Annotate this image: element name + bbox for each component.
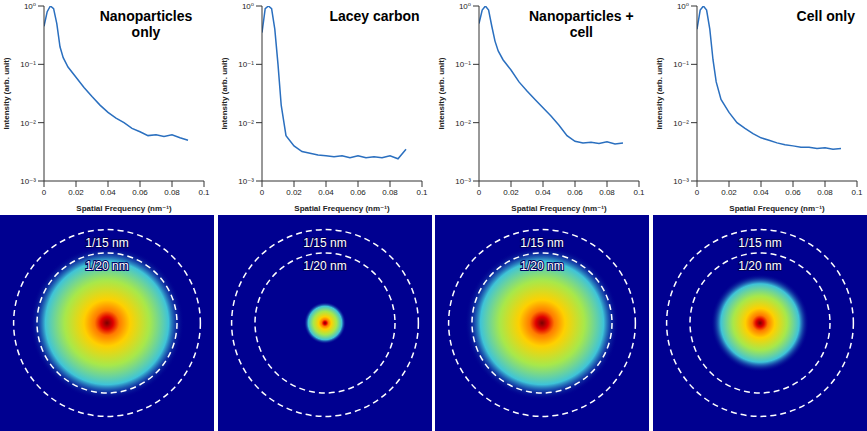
svg-text:Intensity (arb. unit): Intensity (arb. unit): [219, 57, 228, 129]
svg-text:10⁻¹: 10⁻¹: [673, 60, 689, 69]
svg-text:1/15 nm: 1/15 nm: [303, 236, 346, 250]
svg-text:0: 0: [259, 188, 264, 197]
svg-text:0.08: 0.08: [600, 188, 616, 197]
svg-text:1/15 nm: 1/15 nm: [521, 236, 564, 250]
svg-text:0: 0: [42, 188, 47, 197]
svg-text:0.06: 0.06: [132, 188, 148, 197]
svg-text:10⁰: 10⁰: [24, 2, 36, 11]
svg-text:0.02: 0.02: [504, 188, 520, 197]
svg-text:0.1: 0.1: [851, 188, 863, 197]
svg-text:10⁰: 10⁰: [677, 2, 689, 11]
svg-text:10⁰: 10⁰: [242, 2, 254, 11]
html-text:Nanoparticles only: Nanoparticles only: [99, 8, 193, 40]
svg-text:0.08: 0.08: [817, 188, 833, 197]
svg-text:10⁻¹: 10⁻¹: [238, 60, 254, 69]
html-text:Nanoparticles + cell: Nanoparticles + cell: [529, 8, 634, 40]
svg-text:0.04: 0.04: [318, 188, 334, 197]
svg-text:10⁻³: 10⁻³: [238, 177, 254, 186]
svg-text:1/20 nm: 1/20 nm: [521, 259, 564, 273]
html-text:Lacey carbon: Lacey carbon: [329, 8, 420, 24]
svg-text:0.04: 0.04: [753, 188, 769, 197]
svg-text:1/20 nm: 1/20 nm: [85, 259, 128, 273]
svg-text:0.08: 0.08: [382, 188, 398, 197]
svg-text:0.04: 0.04: [100, 188, 116, 197]
svg-text:10⁰: 10⁰: [459, 2, 471, 11]
svg-text:1/20 nm: 1/20 nm: [738, 259, 781, 273]
html-text:Cell only: Cell only: [796, 8, 855, 24]
svg-text:0.06: 0.06: [568, 188, 584, 197]
svg-text:10⁻²: 10⁻²: [20, 119, 36, 128]
svg-text:0.02: 0.02: [721, 188, 737, 197]
svg-text:10⁻²: 10⁻²: [673, 119, 689, 128]
svg-text:0.04: 0.04: [536, 188, 552, 197]
svg-text:10⁻¹: 10⁻¹: [456, 60, 472, 69]
svg-text:1/15 nm: 1/15 nm: [738, 236, 781, 250]
svg-text:Spatial Frequency (nm⁻¹): Spatial Frequency (nm⁻¹): [512, 204, 608, 213]
svg-text:0.1: 0.1: [416, 188, 428, 197]
svg-text:10⁻¹: 10⁻¹: [20, 60, 36, 69]
svg-text:0.06: 0.06: [350, 188, 366, 197]
svg-text:10⁻²: 10⁻²: [238, 119, 254, 128]
svg-text:0: 0: [695, 188, 700, 197]
svg-text:0.1: 0.1: [634, 188, 646, 197]
svg-text:10⁻²: 10⁻²: [456, 119, 472, 128]
svg-text:1/20 nm: 1/20 nm: [303, 259, 346, 273]
svg-text:Intensity (arb. unit): Intensity (arb. unit): [655, 57, 664, 129]
svg-text:10⁻³: 10⁻³: [456, 177, 472, 186]
svg-text:0.02: 0.02: [68, 188, 84, 197]
svg-text:0: 0: [477, 188, 482, 197]
svg-text:0.08: 0.08: [164, 188, 180, 197]
svg-text:Intensity (arb. unit): Intensity (arb. unit): [437, 57, 446, 129]
svg-text:0.06: 0.06: [785, 188, 801, 197]
svg-text:Intensity (arb. unit): Intensity (arb. unit): [2, 57, 11, 129]
svg-text:Spatial Frequency (nm⁻¹): Spatial Frequency (nm⁻¹): [729, 204, 825, 213]
svg-text:0.1: 0.1: [198, 188, 210, 197]
svg-text:0.02: 0.02: [286, 188, 302, 197]
svg-text:10⁻³: 10⁻³: [20, 177, 36, 186]
svg-text:Spatial Frequency (nm⁻¹): Spatial Frequency (nm⁻¹): [294, 204, 390, 213]
svg-text:1/15 nm: 1/15 nm: [85, 236, 128, 250]
svg-text:Spatial Frequency (nm⁻¹): Spatial Frequency (nm⁻¹): [76, 204, 172, 213]
svg-text:10⁻³: 10⁻³: [673, 177, 689, 186]
